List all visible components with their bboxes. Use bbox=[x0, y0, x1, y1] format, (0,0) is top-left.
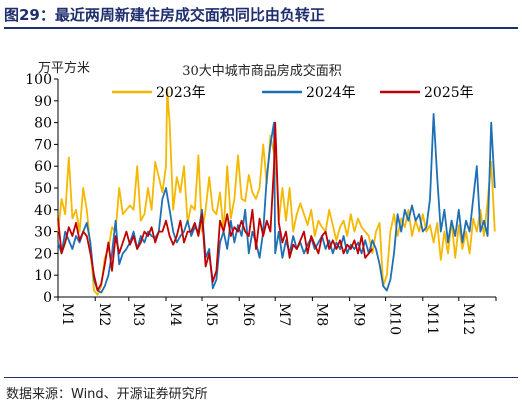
series-line-2 bbox=[57, 113, 496, 294]
figure-title: 图29：最近两周新建住房成交面积同比由负转正 bbox=[4, 6, 325, 24]
x-tick-label: M2 bbox=[96, 303, 112, 326]
title-rule bbox=[4, 27, 518, 29]
legend-label-3: 2025年 bbox=[424, 85, 474, 101]
y-tick-label: 20 bbox=[34, 246, 52, 262]
y-tick-label: 40 bbox=[34, 203, 52, 219]
y-tick-label: 70 bbox=[34, 137, 52, 153]
x-tick-label: M11 bbox=[424, 303, 440, 335]
series-line-3 bbox=[57, 121, 374, 292]
x-tick-label: M9 bbox=[351, 303, 367, 326]
y-tick-label: 10 bbox=[34, 268, 52, 284]
x-tick-label: M7 bbox=[276, 303, 292, 326]
chart-title: 30大中城市商品房成交面积 bbox=[182, 63, 342, 79]
y-tick-label: 90 bbox=[34, 94, 52, 110]
x-tick-label: M5 bbox=[203, 303, 219, 326]
series-line-1 bbox=[57, 89, 496, 296]
legend-label-1: 2023年 bbox=[156, 85, 206, 101]
chart-legend: 2023年 2024年 2025年 bbox=[112, 85, 474, 101]
y-tick-label: 50 bbox=[34, 181, 52, 197]
y-tick-label: 0 bbox=[43, 290, 52, 306]
source-note: 数据来源：Wind、开源证券研究所 bbox=[6, 387, 208, 402]
x-tick-label: M6 bbox=[240, 303, 256, 326]
x-tick-label: M10 bbox=[387, 303, 403, 335]
legend-label-2: 2024年 bbox=[306, 85, 356, 101]
x-tick-label: M12 bbox=[460, 303, 476, 335]
source-rule bbox=[4, 377, 518, 378]
chart-series bbox=[57, 89, 496, 296]
x-tick-label: M3 bbox=[130, 303, 146, 326]
y-tick-label: 100 bbox=[25, 72, 52, 88]
x-tick-label: M8 bbox=[313, 303, 329, 326]
x-tick-label: M4 bbox=[167, 303, 183, 326]
chart-axes: 0 10 20 30 40 50 60 70 80 90 100 M1 M2 M3 M4 M5 M6 M7 M8 M9… bbox=[25, 72, 497, 335]
y-tick-label: 80 bbox=[34, 116, 52, 132]
y-tick-label: 60 bbox=[34, 159, 52, 175]
y-tick-label: 30 bbox=[34, 225, 52, 241]
y-axis-label: 万平方米 bbox=[38, 60, 90, 76]
x-tick-label: M1 bbox=[59, 303, 75, 326]
